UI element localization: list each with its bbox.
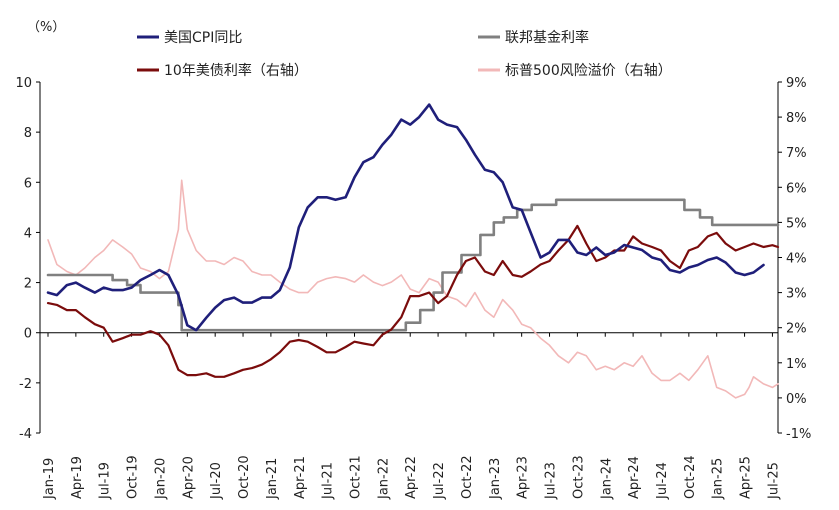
series-layer <box>46 103 780 399</box>
right-tick-label: 0% <box>786 392 807 407</box>
right-tick-label: 2% <box>786 322 807 337</box>
x-tick-label: Jan-21 <box>265 458 280 500</box>
right-tick-label: 5% <box>786 216 807 231</box>
right-tick-label: 1% <box>786 357 807 372</box>
right-tick-label: 7% <box>786 146 807 161</box>
series-line-2 <box>46 224 780 378</box>
x-tick-label: Apr-25 <box>739 456 754 499</box>
left-tick-label: 2 <box>24 277 32 292</box>
left-axis-ticks: 10 8 6 4 2 0 -2 -4 <box>15 76 40 442</box>
right-tick-label: 4% <box>786 252 807 267</box>
x-tick-label: Jul-24 <box>655 462 670 500</box>
x-tick-label: Jul-21 <box>321 462 336 500</box>
right-tick-label: 8% <box>786 111 807 126</box>
x-tick-label: Jul-25 <box>766 462 781 500</box>
left-tick-label: -2 <box>19 377 32 392</box>
x-tick-label: Oct-23 <box>571 455 586 499</box>
right-tick-label: -1% <box>786 427 811 442</box>
series-line-1 <box>46 198 780 332</box>
legend-label-cpi: 美国CPI同比 <box>164 30 242 46</box>
x-tick-label: Jan-23 <box>488 458 503 500</box>
x-tick-label: Oct-24 <box>683 455 698 499</box>
left-tick-label: 8 <box>24 126 32 141</box>
x-tick-label: Jul-23 <box>544 462 559 500</box>
x-tick-label: Oct-19 <box>126 455 141 499</box>
x-tick-label: Apr-21 <box>293 456 308 499</box>
x-tick-label: Oct-21 <box>348 455 363 499</box>
right-tick-label: 3% <box>786 287 807 302</box>
right-tick-label: 9% <box>786 76 807 91</box>
legend-label-sp500-erp: 标普500风险溢价（右轴） <box>505 63 672 79</box>
x-tick-label: Oct-20 <box>237 455 252 499</box>
x-tick-label: Apr-22 <box>404 456 419 499</box>
left-tick-label: 10 <box>15 76 32 91</box>
right-tick-label: 6% <box>786 181 807 196</box>
unit-label: （%） <box>27 20 65 35</box>
x-tick-label: Oct-22 <box>460 455 475 499</box>
x-tick-label: Jan-24 <box>599 458 614 500</box>
left-tick-label: 0 <box>24 327 32 342</box>
x-tick-label: Apr-23 <box>516 456 531 499</box>
x-axis-ticks: Jan-19 Apr-19 Jul-19 Oct-19 Jan-20 Apr-20 Jul-… <box>42 332 781 500</box>
x-tick-label: Jul-19 <box>98 462 113 500</box>
x-tick-label: Apr-24 <box>627 456 642 499</box>
series-line-3 <box>47 179 779 399</box>
x-tick-label: Jan-22 <box>376 458 391 500</box>
x-tick-label: Jan-25 <box>711 458 726 500</box>
legend-label-fed-funds: 联邦基金利率 <box>505 29 589 46</box>
x-tick-label: Apr-19 <box>70 456 85 499</box>
series-line-0 <box>46 103 765 332</box>
x-tick-label: Jul-22 <box>432 462 447 500</box>
left-tick-label: 4 <box>24 226 32 241</box>
x-tick-label: Jan-19 <box>42 458 57 500</box>
legend: 美国CPI同比 联邦基金利率 10年美债利率（右轴） 标普500风险溢价（右轴） <box>137 29 672 79</box>
x-tick-label: Apr-20 <box>181 456 196 499</box>
x-tick-label: Jan-20 <box>153 458 168 500</box>
left-tick-label: -4 <box>19 427 32 442</box>
right-axis-ticks: 9% 8% 7% 6% 5% 4% 3% 2% 1% 0% -1% <box>778 76 811 442</box>
x-tick-label: Jul-20 <box>209 462 224 500</box>
left-tick-label: 6 <box>24 176 32 191</box>
legend-label-10y-treasury: 10年美债利率（右轴） <box>164 62 308 79</box>
